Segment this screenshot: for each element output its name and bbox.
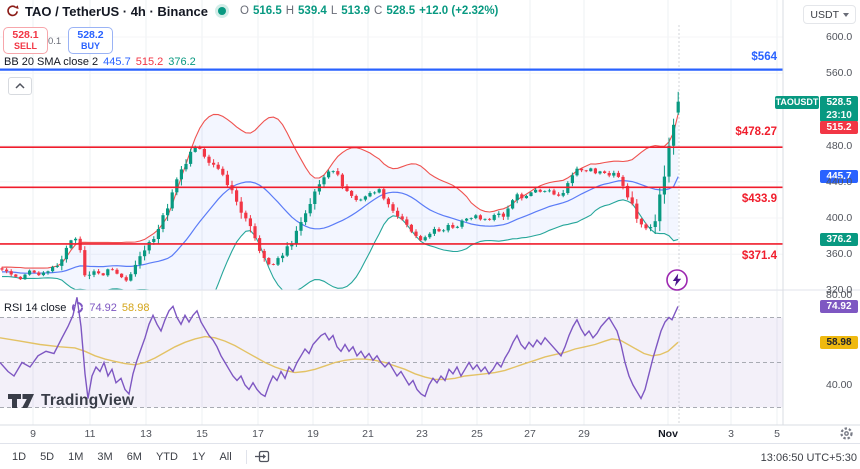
range-button-1d[interactable]: 1D — [12, 450, 27, 463]
price-tick-480: 480.0 — [826, 140, 853, 152]
bollinger-fill — [2, 113, 679, 290]
market-status-dot — [217, 7, 226, 15]
time-tick-3: 3 — [728, 428, 734, 440]
bb-mid-label: 445.7 — [820, 170, 858, 183]
price-tick-320: 320.0 — [826, 284, 853, 296]
tradingview-watermark: TradingView — [8, 391, 134, 411]
rsi-value-label: 74.92 — [820, 300, 858, 313]
symbol-tag: TAOUSDT — [775, 96, 819, 109]
rsi-line — [0, 297, 679, 401]
ohlc-values: O 516.5 H 539.4 L 513.9 C 528.5 +12.0 (+2.32… — [239, 5, 499, 17]
time-tick-9: 9 — [30, 428, 36, 440]
range-buttons: 1D 5D 1M 3M 6M YTD 1Y All — [6, 449, 238, 465]
time-axis-settings-button[interactable] — [839, 426, 854, 446]
bb-lower-value: 376.2 — [168, 56, 196, 68]
sell-button[interactable]: 528.1 SELL — [3, 27, 48, 54]
tao-logo-icon — [7, 4, 19, 16]
bollinger-lower-band — [1, 199, 679, 290]
level-label-433.9: $433.9 — [741, 193, 777, 205]
range-button-6m[interactable]: 6M — [126, 450, 142, 463]
rsi-tick-40: 40.00 — [826, 379, 853, 391]
candlestick-layer — [0, 91, 680, 282]
tradingview-logo-icon — [8, 394, 34, 408]
symbol-title[interactable]: TAO / TetherUS · 4h · Binance — [25, 3, 208, 19]
price-axis-currency-selector[interactable]: USDT — [803, 5, 856, 24]
session-clock[interactable]: 13:06:50 UTC+5:30 — [760, 452, 857, 464]
chevron-up-icon — [15, 82, 25, 89]
last-price-label: 528.5 23:10 — [820, 96, 858, 122]
time-tick-23: 23 — [416, 428, 428, 440]
rsi-value: 74.92 — [89, 301, 117, 314]
collapse-pane-button[interactable] — [8, 77, 32, 95]
range-button-1y[interactable]: 1Y — [191, 450, 206, 463]
time-tick-17: 17 — [252, 428, 264, 440]
level-label-371.4: $371.4 — [741, 250, 777, 262]
price-tick-400: 400.0 — [826, 212, 853, 224]
bb-mid-value: 445.7 — [103, 56, 131, 68]
time-tick-13: 13 — [140, 428, 152, 440]
range-button-3m[interactable]: 3M — [97, 450, 113, 463]
buy-price: 528.2 — [77, 28, 104, 41]
chevron-down-icon — [843, 12, 849, 17]
range-button-all[interactable]: All — [219, 450, 232, 463]
price-tick-440: 440.0 — [826, 176, 853, 188]
bollinger-upper-band — [1, 113, 679, 269]
bollinger-mid-band — [1, 176, 679, 274]
level-label-478.27: $478.27 — [735, 126, 777, 138]
symbol-header[interactable]: TAO / TetherUS · 4h · Binance O 516.5 H 53… — [4, 2, 498, 20]
price-tick-360: 360.0 — [826, 248, 853, 260]
gear-icon — [840, 427, 853, 440]
time-tick-21: 21 — [362, 428, 374, 440]
sell-price: 528.1 — [12, 28, 39, 41]
lightning-icon — [666, 269, 688, 291]
time-tick-27: 27 — [524, 428, 536, 440]
rsi-ma-label: 58.98 — [820, 336, 858, 349]
bb-upper-value: 515.2 — [135, 56, 164, 68]
time-tick-29: 29 — [578, 428, 590, 440]
price-tick-600: 600.0 — [826, 31, 853, 43]
time-tick-19: 19 — [307, 428, 319, 440]
rsi-legend[interactable]: RSI 14 close 74.92 58.98 — [4, 301, 149, 314]
lightning-emoji-marker[interactable] — [665, 268, 689, 297]
price-tick-560: 560.0 — [826, 67, 853, 79]
time-tick-Nov: Nov — [658, 428, 678, 440]
price-pane — [1, 113, 679, 290]
rsi-tick-80: 80.00 — [826, 289, 853, 301]
bottom-toolbar: 1D 5D 1M 3M 6M YTD 1Y All — [0, 443, 860, 469]
rsi-ma-line — [0, 335, 679, 381]
bollinger-legend-title: BB 20 SMA close 2 — [4, 56, 99, 68]
range-button-ytd[interactable]: YTD — [155, 450, 178, 463]
buy-button[interactable]: 528.2 BUY — [68, 27, 113, 54]
grid-lines — [0, 0, 783, 425]
toolbar-divider — [245, 449, 247, 464]
range-button-1m[interactable]: 1M — [68, 450, 84, 463]
spread-value: 0.1 — [48, 36, 62, 47]
time-tick-11: 11 — [84, 428, 96, 440]
rsi-cycle-icon — [72, 301, 84, 314]
level-label-564: $564 — [751, 51, 777, 63]
bb-lower-label: 376.2 — [820, 233, 858, 246]
bb-upper-label: 515.2 — [820, 121, 858, 134]
go-to-date-icon[interactable] — [254, 449, 271, 464]
rsi-ma-value: 58.98 — [121, 301, 150, 314]
range-button-5d[interactable]: 5D — [40, 450, 55, 463]
price-change: +12.0 (+2.32%) — [419, 5, 499, 17]
time-tick-5: 5 — [774, 428, 780, 440]
rsi-legend-title: RSI 14 close — [4, 301, 67, 314]
time-tick-15: 15 — [196, 428, 208, 440]
bollinger-legend[interactable]: BB 20 SMA close 2 445.7 515.2 376.2 — [4, 56, 196, 68]
price-levels — [0, 68, 783, 245]
time-tick-25: 25 — [471, 428, 483, 440]
rsi-pane — [0, 297, 783, 408]
